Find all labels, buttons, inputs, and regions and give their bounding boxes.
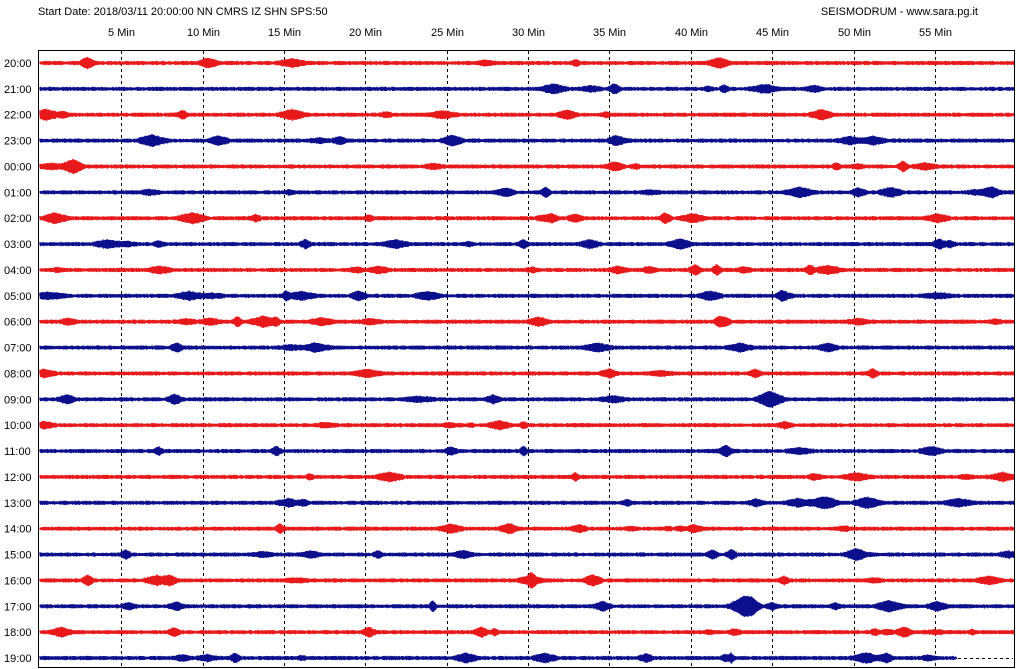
row-time-label: 16:00 <box>4 575 32 587</box>
trace-row <box>39 595 1016 617</box>
row-time-label: 18:00 <box>4 627 32 639</box>
trace-row <box>39 83 1016 95</box>
row-time-label: 04:00 <box>4 265 32 277</box>
row-time-label: 11:00 <box>4 446 31 458</box>
trace-row <box>39 264 1016 276</box>
trace-row <box>39 108 1016 121</box>
trace-row <box>39 158 1016 175</box>
trace-row <box>39 572 1016 589</box>
trace-row <box>39 315 1016 329</box>
trace-row <box>39 444 1016 458</box>
trace-row <box>39 471 1016 483</box>
row-time-label: 17:00 <box>4 601 32 613</box>
axis-layer: 5 Min 10 Min 15 Min 20 Min 25 Min 30 Min 35 Mi… <box>4 27 1015 668</box>
row-time-label: 23:00 <box>4 136 32 148</box>
trace-row <box>39 496 1016 510</box>
trace-row <box>39 523 1016 535</box>
trace-row <box>39 391 1016 408</box>
row-time-label: 03:00 <box>4 239 32 251</box>
row-time-label: 15:00 <box>4 550 32 562</box>
row-time-label: 13:00 <box>4 498 32 510</box>
x-tick-label: 50 Min <box>838 27 871 39</box>
trace-row <box>39 211 1016 225</box>
row-time-label: 08:00 <box>4 368 32 380</box>
row-time-label: 10:00 <box>4 420 32 432</box>
trace-row <box>39 652 958 664</box>
trace-row <box>39 186 1016 199</box>
x-tick-label: 35 Min <box>593 27 626 39</box>
row-time-label: 22:00 <box>4 110 32 122</box>
row-time-label: 06:00 <box>4 317 32 329</box>
x-tick-label: 30 Min <box>512 27 545 39</box>
row-time-label: 02:00 <box>4 213 32 225</box>
source-label: SEISMODRUM - www.sara.pg.it <box>820 6 978 18</box>
row-time-label: 01:00 <box>4 187 32 199</box>
trace-row <box>39 548 1016 561</box>
x-tick-label: 45 Min <box>756 27 789 39</box>
row-time-label: 21:00 <box>4 84 32 96</box>
row-time-label: 07:00 <box>4 343 32 355</box>
row-time-label: 12:00 <box>4 472 32 484</box>
row-time-label: 00:00 <box>4 161 32 173</box>
x-tick-label: 55 Min <box>919 27 952 39</box>
x-tick-label: 20 Min <box>349 27 382 39</box>
trace-row <box>39 368 1016 379</box>
x-tick-label: 10 Min <box>187 27 220 39</box>
row-time-label: 19:00 <box>4 653 32 665</box>
grid-lines <box>121 51 936 667</box>
x-tick-label: 25 Min <box>431 27 464 39</box>
trace-row <box>39 342 1016 353</box>
x-tick-label: 5 Min <box>108 27 135 39</box>
trace-row <box>39 238 1016 250</box>
row-time-label: 20:00 <box>4 58 32 70</box>
row-time-label: 09:00 <box>4 394 32 406</box>
trace-row <box>39 420 1016 431</box>
row-time-label: 05:00 <box>4 291 32 303</box>
trace-row <box>39 289 1016 302</box>
x-tick-label: 15 Min <box>268 27 301 39</box>
x-tick-label: 40 Min <box>675 27 708 39</box>
trace-row <box>39 134 1016 148</box>
row-time-label: 14:00 <box>4 524 32 536</box>
trace-layer <box>39 56 1016 664</box>
start-date-label: Start Date: 2018/03/11 20:00:00 NN CMRS … <box>38 6 328 18</box>
trace-row <box>39 56 1016 70</box>
trace-row <box>39 626 1016 638</box>
plot-frame <box>38 50 1015 668</box>
